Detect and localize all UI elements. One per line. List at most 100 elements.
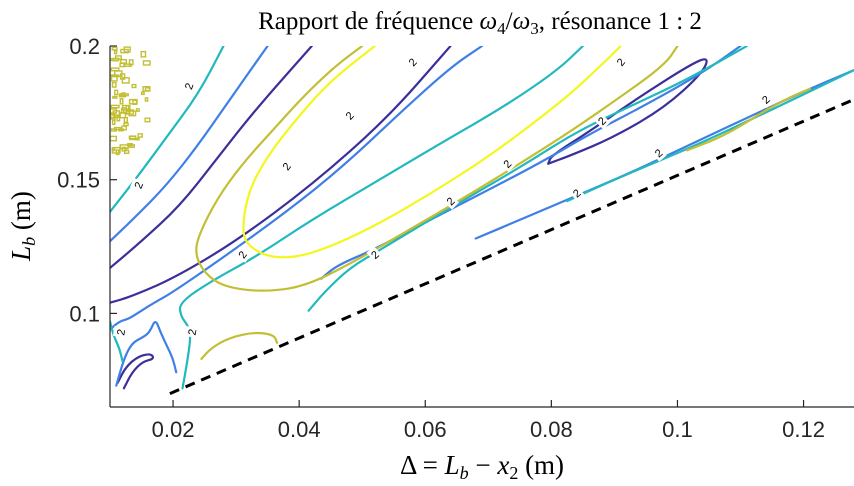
ylabel-unit: (m)	[6, 191, 36, 237]
contour-label: 2	[187, 328, 200, 336]
contour-line-yellow	[242, 46, 622, 259]
y-tick-label: 0.2	[69, 34, 100, 59]
x-tick-label: 0.02	[152, 417, 195, 442]
noise-patch	[142, 60, 151, 66]
contour-label-bg	[341, 107, 359, 124]
contour-label: 2	[115, 328, 128, 336]
contour-line-dark_blue	[116, 353, 155, 390]
contour-label-bg	[593, 112, 611, 130]
noise-patch	[112, 95, 118, 99]
contour-label-bg	[277, 158, 296, 175]
noise-patch	[111, 81, 117, 88]
noise-patch	[137, 133, 143, 138]
noise-patch	[123, 149, 130, 155]
contour-label-bg	[112, 325, 129, 339]
noise-patch	[121, 104, 131, 111]
contour-line-teal	[307, 46, 748, 312]
ylabel-L: L	[6, 246, 36, 262]
y-tick-label: 0.15	[57, 168, 100, 193]
contour-label-bg	[180, 79, 198, 94]
noise-patch	[131, 83, 137, 89]
contour-label-bg	[650, 144, 667, 162]
contour-lines	[110, 46, 854, 390]
noise-patch	[121, 77, 130, 84]
contour-label: 2	[183, 82, 196, 92]
boundary-line-group	[169, 98, 854, 395]
contour-line-dark_blue	[110, 46, 452, 304]
noise-patch	[111, 46, 118, 51]
boundary-dashed-line	[169, 98, 854, 395]
x-tick-label: 0.08	[530, 417, 573, 442]
noise-patch	[110, 67, 120, 72]
x-tick-label: 0.1	[662, 417, 693, 442]
noise-region	[110, 46, 151, 156]
title-sub3: 3	[530, 19, 539, 38]
contour-line-dark_blue	[547, 58, 708, 165]
xlabel-two: 2	[509, 463, 518, 483]
title-omega3: ω	[513, 8, 531, 35]
contour-label-bg	[366, 246, 384, 264]
xlabel-x: x	[496, 450, 509, 480]
contour-label: 2	[133, 180, 146, 190]
contour-label-bg	[404, 53, 422, 71]
ylabel-b: b	[19, 237, 39, 246]
contour-line-blue	[110, 46, 269, 243]
xlabel-L: L	[444, 450, 460, 480]
x-axis-label: Δ = Lb − x2 (m)	[400, 450, 564, 483]
contour-label-bg	[498, 155, 516, 173]
contour-label-bg	[184, 325, 200, 339]
noise-patch	[115, 149, 120, 156]
noise-patch	[144, 87, 151, 92]
noise-patch	[119, 144, 129, 150]
xlabel-minus: −	[469, 450, 498, 480]
x-tick-label: 0.06	[404, 417, 447, 442]
noise-patch	[120, 58, 128, 64]
axes: 0.02 0.04 0.06 0.08 0.1 0.12 0.1 0.15 0.2	[57, 34, 854, 442]
noise-patch	[110, 74, 118, 82]
noise-patch	[123, 63, 132, 67]
noise-patch	[121, 125, 127, 131]
contour-line-olive	[685, 87, 811, 152]
noise-patch	[120, 93, 129, 97]
contour-line-olive	[200, 331, 279, 360]
title-suffix: , résonance 1 : 2	[539, 8, 702, 35]
contour-label-bg	[612, 53, 630, 71]
chart-title: Rapport de fréquence ω4/ω3, résonance 1 …	[258, 8, 702, 38]
contour-line-blue	[320, 46, 742, 280]
title-prefix: Rapport de fréquence	[258, 8, 479, 35]
noise-patch	[118, 128, 124, 132]
y-axis-label: Lb (m)	[6, 191, 39, 262]
y-axis-ticks: 0.1 0.15 0.2	[57, 34, 117, 326]
noise-patch	[128, 135, 137, 140]
noise-patch	[114, 89, 119, 96]
contour-label-bg	[233, 246, 252, 263]
noise-patch	[135, 108, 140, 112]
x-tick-label: 0.04	[278, 417, 321, 442]
noise-patch	[140, 50, 147, 58]
noise-patch	[110, 104, 120, 109]
title-omega4: ω	[480, 8, 498, 35]
noise-patch	[140, 91, 145, 96]
contour-label-bg	[442, 192, 459, 210]
y-tick-label: 0.1	[69, 301, 100, 326]
xlabel-unit: (m)	[518, 450, 564, 480]
x-tick-label: 0.12	[782, 417, 825, 442]
noise-patch	[144, 117, 151, 123]
xlabel-delta: Δ	[400, 450, 417, 480]
noise-patch	[128, 110, 137, 117]
contour-label-bg	[130, 177, 147, 193]
noise-patch	[119, 111, 127, 119]
noise-patch	[111, 119, 116, 126]
title-sub4: 4	[497, 19, 506, 38]
noise-patch	[123, 122, 129, 127]
noise-patch	[113, 49, 118, 55]
contour-label-bg	[757, 90, 775, 109]
noise-patch	[123, 46, 131, 53]
contour-line-blue	[115, 321, 178, 387]
contour-line-dark_blue	[110, 46, 313, 269]
contour-label-bg	[568, 184, 585, 202]
xlabel-b: b	[460, 463, 469, 483]
noise-patch	[144, 97, 149, 102]
